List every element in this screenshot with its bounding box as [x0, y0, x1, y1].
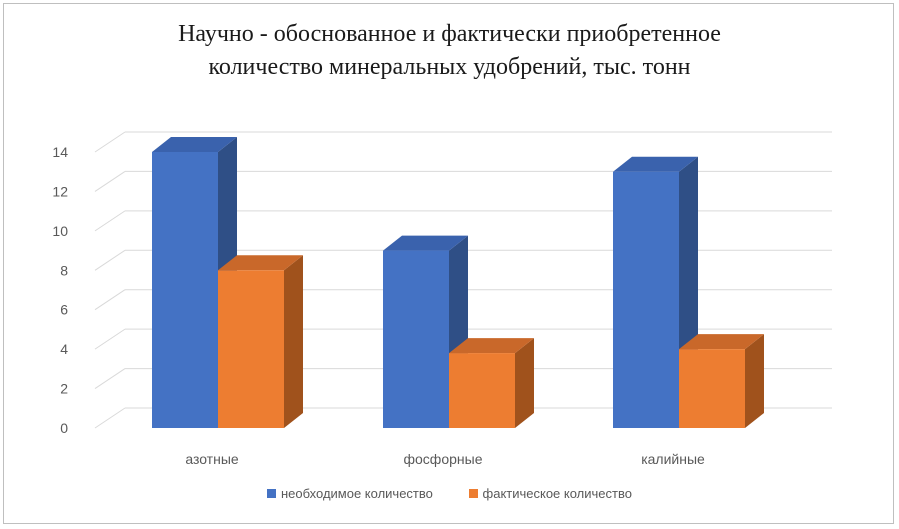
y-tick-label: 14 — [52, 144, 68, 160]
bar — [449, 338, 534, 428]
legend-label-required: необходимое количество — [281, 485, 433, 501]
gridline-side — [94, 289, 126, 311]
gridline-side — [94, 131, 126, 153]
gridline-side — [94, 368, 126, 389]
bars-layer — [152, 137, 764, 428]
y-tick-label: 10 — [52, 223, 68, 239]
y-tick-label: 8 — [60, 262, 68, 278]
gridline-side — [94, 407, 126, 429]
gridline-side — [94, 328, 126, 350]
x-axis-categories: азотные фосфорные калийные — [185, 451, 705, 467]
bar — [613, 156, 698, 428]
gridline-side — [94, 171, 126, 192]
y-tick-label: 4 — [60, 341, 68, 357]
legend: необходимое количество фактическое колич… — [0, 484, 899, 501]
legend-swatch-actual — [468, 488, 478, 498]
bar — [218, 255, 303, 428]
y-axis-ticks: 0 2 4 6 8 10 12 14 — [52, 144, 68, 436]
x-category-label: азотные — [185, 451, 239, 467]
y-tick-label: 6 — [60, 302, 68, 318]
bar — [383, 235, 468, 428]
legend-item-required: необходимое количество — [267, 485, 433, 501]
y-tick-label: 2 — [60, 381, 68, 397]
gridline-side — [94, 249, 126, 271]
chart-title-line-1: Научно - обоснованное и фактически приоб… — [178, 21, 721, 47]
legend-item-actual: фактическое количество — [468, 485, 632, 501]
y-tick-label: 0 — [60, 420, 68, 436]
x-category-label: фосфорные — [404, 451, 483, 467]
chart-title-line-2: количество минеральных удобрений, тыс. т… — [208, 54, 691, 80]
legend-swatch-required — [267, 488, 276, 498]
x-category-label: калийные — [641, 451, 705, 467]
bar — [679, 334, 764, 428]
y-tick-label: 12 — [52, 183, 68, 199]
gridline-side — [94, 210, 126, 232]
legend-label-actual: фактическое количество — [482, 485, 632, 501]
chart-title: Научно - обоснованное и фактически приоб… — [0, 18, 899, 84]
